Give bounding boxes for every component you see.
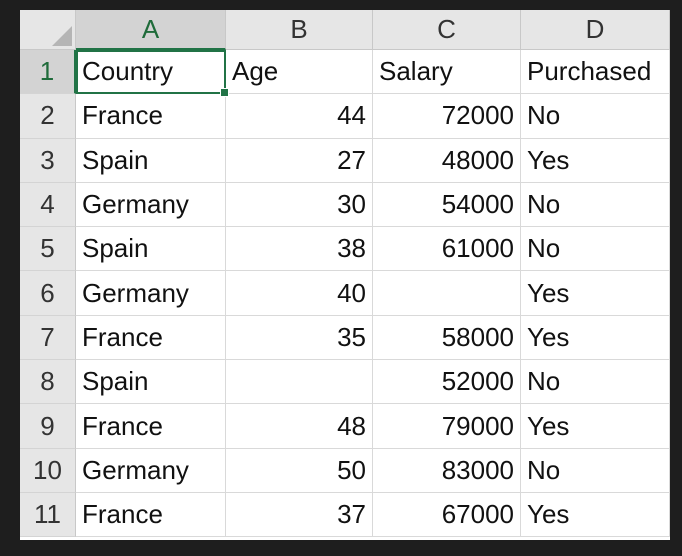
cell-b1[interactable]: Age: [226, 50, 373, 95]
cell-a11[interactable]: France: [76, 492, 226, 538]
cell-d7[interactable]: Yes: [521, 315, 670, 361]
row-header-8[interactable]: 8: [20, 360, 76, 405]
cell-c5[interactable]: 61000: [373, 227, 521, 272]
cell-a3[interactable]: Spain: [76, 138, 226, 183]
cell-a5[interactable]: Spain: [76, 227, 226, 272]
cell-a8[interactable]: Spain: [76, 360, 226, 405]
column-header-a[interactable]: A: [76, 10, 226, 50]
cell-b7[interactable]: 35: [226, 315, 373, 361]
row-header-3[interactable]: 3: [20, 138, 76, 183]
cell-d3[interactable]: Yes: [521, 138, 670, 183]
cell-d10[interactable]: No: [521, 448, 670, 493]
cell-c11[interactable]: 67000: [373, 492, 521, 538]
cell-a4[interactable]: Germany: [76, 182, 226, 228]
cell-d4[interactable]: No: [521, 182, 670, 228]
cell-b9[interactable]: 48: [226, 404, 373, 449]
select-all-corner[interactable]: [20, 10, 76, 50]
cell-c7[interactable]: 58000: [373, 315, 521, 361]
cell-d1[interactable]: Purchased: [521, 50, 670, 95]
row-header-5[interactable]: 5: [20, 227, 76, 272]
cell-a6[interactable]: Germany: [76, 271, 226, 316]
cell-d5[interactable]: No: [521, 227, 670, 272]
column-header-d[interactable]: D: [521, 10, 670, 50]
cell-b3[interactable]: 27: [226, 138, 373, 183]
cell-b2[interactable]: 44: [226, 94, 373, 139]
cell-b11[interactable]: 37: [226, 492, 373, 538]
cell-d2[interactable]: No: [521, 94, 670, 139]
cell-grid: A B C D 1 Country Age Salary Purchased 2…: [20, 10, 670, 538]
row-header-9[interactable]: 9: [20, 404, 76, 449]
row-header-2[interactable]: 2: [20, 94, 76, 139]
cell-c8[interactable]: 52000: [373, 360, 521, 405]
column-header-c[interactable]: C: [373, 10, 521, 50]
cell-a7[interactable]: France: [76, 315, 226, 361]
cell-b5[interactable]: 38: [226, 227, 373, 272]
cell-a9[interactable]: France: [76, 404, 226, 449]
cell-b8[interactable]: [226, 360, 373, 405]
cell-d6[interactable]: Yes: [521, 271, 670, 316]
row-header-10[interactable]: 10: [20, 448, 76, 493]
cell-c2[interactable]: 72000: [373, 94, 521, 139]
cell-d8[interactable]: No: [521, 360, 670, 405]
select-all-triangle-icon: [52, 26, 72, 46]
row-header-7[interactable]: 7: [20, 315, 76, 361]
row-header-11[interactable]: 11: [20, 492, 76, 538]
spreadsheet: A B C D 1 Country Age Salary Purchased 2…: [20, 10, 670, 540]
cell-d11[interactable]: Yes: [521, 492, 670, 538]
column-header-b[interactable]: B: [226, 10, 373, 50]
fill-handle[interactable]: [220, 88, 229, 98]
cell-c3[interactable]: 48000: [373, 138, 521, 183]
cell-d9[interactable]: Yes: [521, 404, 670, 449]
cell-c10[interactable]: 83000: [373, 448, 521, 493]
cell-a1[interactable]: Country: [76, 50, 229, 98]
cell-c4[interactable]: 54000: [373, 182, 521, 228]
cell-b4[interactable]: 30: [226, 182, 373, 228]
cell-c9[interactable]: 79000: [373, 404, 521, 449]
cell-a2[interactable]: France: [76, 94, 226, 139]
cell-b6[interactable]: 40: [226, 271, 373, 316]
cell-c6[interactable]: [373, 271, 521, 316]
row-header-1[interactable]: 1: [20, 50, 76, 95]
cell-c1[interactable]: Salary: [373, 50, 521, 95]
cell-b10[interactable]: 50: [226, 448, 373, 493]
row-header-6[interactable]: 6: [20, 271, 76, 316]
row-header-4[interactable]: 4: [20, 182, 76, 228]
cell-a10[interactable]: Germany: [76, 448, 226, 493]
